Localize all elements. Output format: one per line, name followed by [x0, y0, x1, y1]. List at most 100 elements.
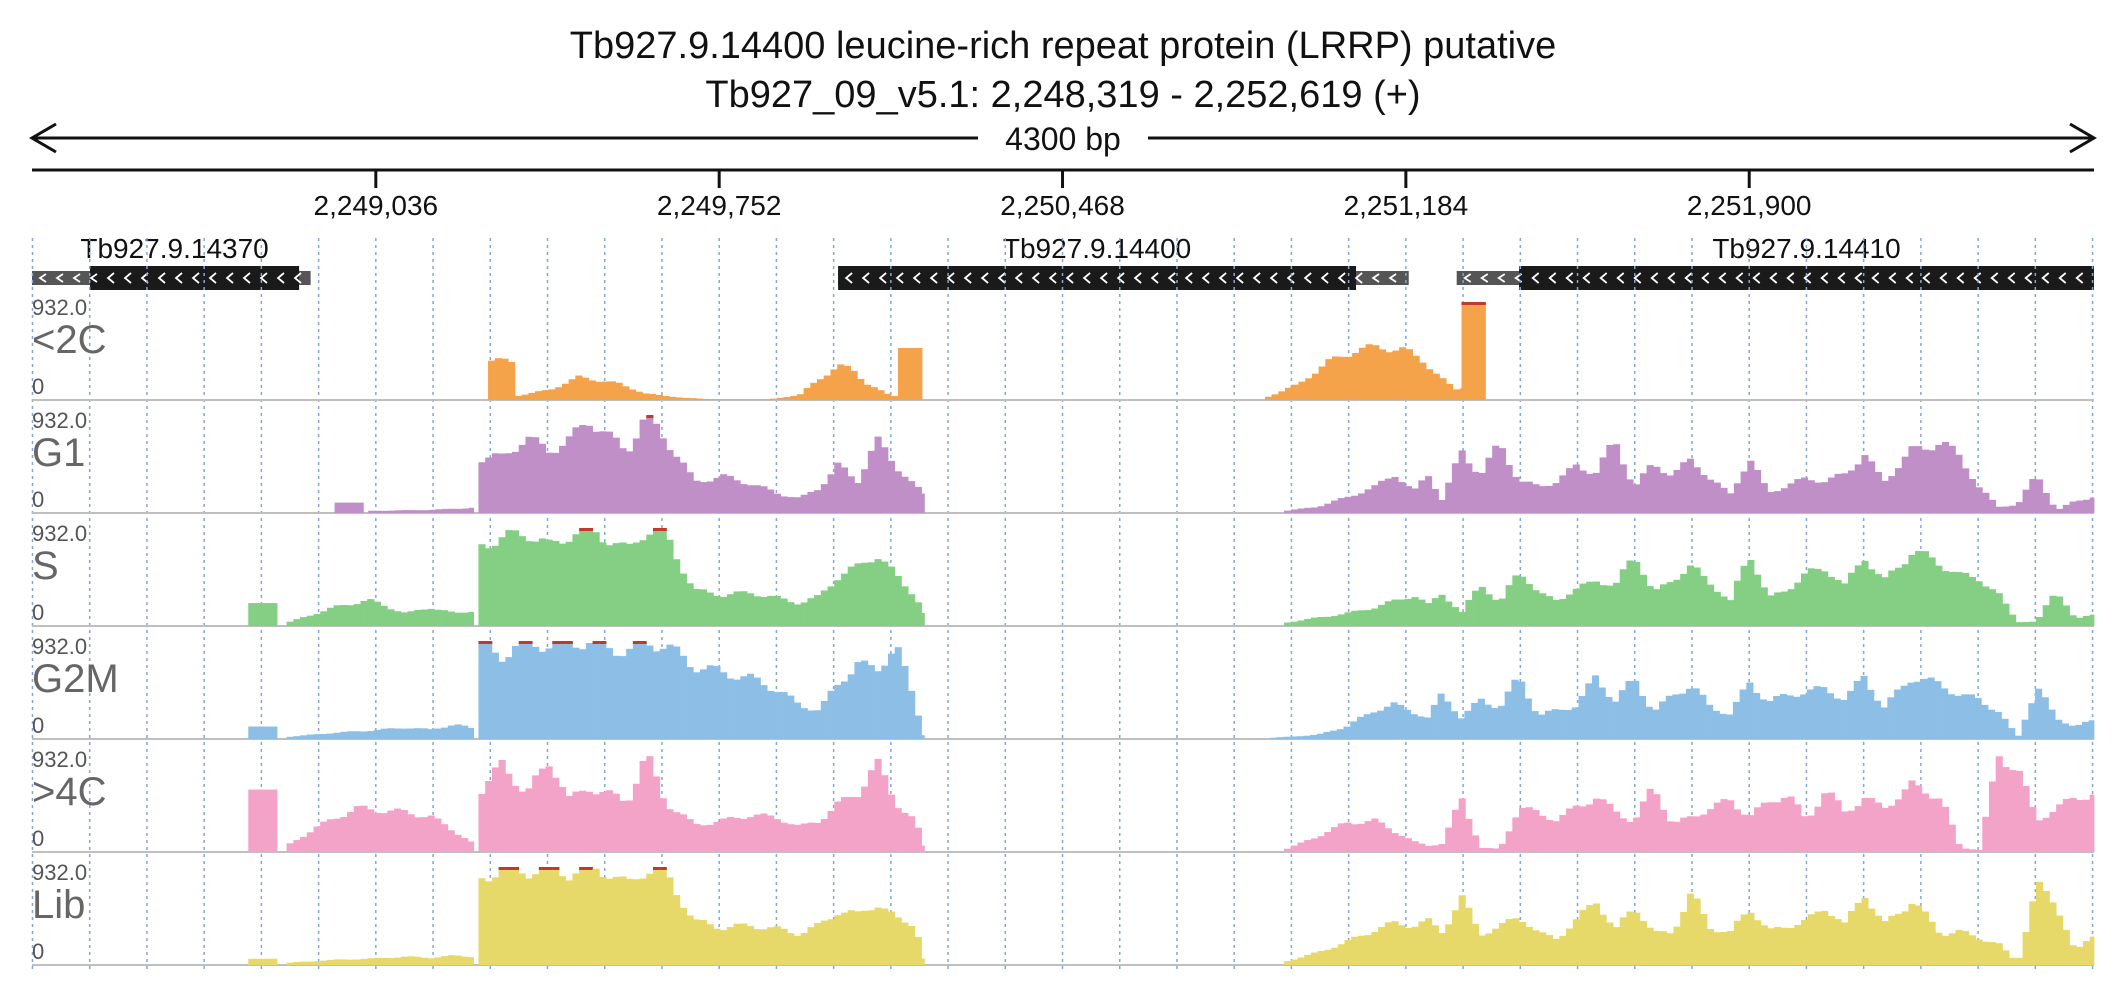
- coverage-bar: [652, 423, 661, 513]
- coverage-bar: [1370, 712, 1378, 739]
- coverage-segment: [286, 724, 475, 739]
- coverage-bar: [1921, 449, 1929, 513]
- coverage-bar: [1390, 702, 1398, 739]
- coverage-bar: [552, 452, 560, 513]
- coverage-bar: [615, 382, 623, 400]
- coverage-bar: [2029, 478, 2037, 513]
- coverage-bar: [1391, 599, 1399, 626]
- coverage-bar: [1344, 496, 1352, 513]
- coverage-bar: [659, 868, 667, 965]
- coverage-bar: [572, 534, 580, 626]
- coverage-bar: [552, 540, 560, 626]
- coverage-bar: [716, 399, 724, 400]
- coverage-bar: [1492, 445, 1500, 513]
- coverage-bar: [1975, 487, 1983, 513]
- strand-chevron: [1320, 272, 1329, 284]
- coverage-bar: [1954, 695, 1962, 739]
- strand-chevron: [1701, 272, 1710, 284]
- coverage-bar: [532, 541, 540, 626]
- coverage-bar: [1713, 591, 1721, 626]
- coverage-bar: [2041, 697, 2049, 739]
- strand-chevron: [861, 272, 870, 284]
- coverage-bar: [897, 397, 899, 400]
- coverage-bar: [1458, 611, 1466, 626]
- strand-chevron: [1269, 272, 1278, 284]
- clip-marker: [1481, 302, 1486, 305]
- coverage-bar: [1337, 614, 1345, 626]
- coverage-bar: [1461, 303, 1469, 400]
- coverage-bar: [1680, 573, 1688, 626]
- coverage-bar: [1518, 681, 1526, 739]
- strand-chevron: [1803, 272, 1812, 284]
- coverage-bar: [268, 726, 276, 739]
- coverage-bar: [733, 923, 741, 965]
- coverage-bar: [367, 599, 375, 626]
- clip-marker: [512, 867, 520, 870]
- coverage-bar: [572, 647, 580, 739]
- coverage-bar: [320, 611, 328, 626]
- coverage-bar: [840, 681, 849, 739]
- coverage-bar: [767, 489, 775, 513]
- coverage-bar: [538, 443, 546, 513]
- coverage-bar: [686, 915, 694, 965]
- track-max-label: 932.0: [32, 860, 87, 885]
- coverage-bar: [2028, 703, 2036, 739]
- track: 932.0G1 0: [32, 408, 2095, 514]
- coverage-bar: [1450, 711, 1459, 739]
- coverage-bar: [1264, 396, 1272, 400]
- coverage-bar: [1941, 441, 1950, 513]
- span-arrow: 4300 bp: [29, 118, 2097, 158]
- track-max-label: 932.0: [32, 634, 87, 659]
- coverage-bar: [686, 667, 694, 739]
- coverage-bar: [491, 453, 499, 513]
- coverage-bar: [639, 540, 647, 626]
- coverage-bar: [401, 510, 409, 513]
- clip-marker: [485, 641, 493, 644]
- strand-chevron: [208, 272, 217, 284]
- coverage-bar: [2001, 718, 2009, 739]
- coverage-bar: [834, 915, 842, 965]
- gene-cds: [1519, 266, 2094, 290]
- coverage-bar: [679, 814, 687, 852]
- coverage-bar: [787, 497, 795, 513]
- coverage-bar: [2035, 881, 2044, 965]
- coverage-bar: [1740, 565, 1748, 626]
- coverage-bar: [1955, 843, 1963, 852]
- coverage-bar: [1774, 926, 1782, 965]
- coverage-bar: [608, 381, 616, 400]
- coverage-bar: [1350, 721, 1358, 739]
- coverage-bar: [1586, 581, 1594, 626]
- coverage-bar: [1868, 569, 1876, 626]
- coverage-bar: [552, 777, 560, 852]
- coverage-bar: [1304, 618, 1312, 626]
- coverage-bar: [367, 809, 375, 852]
- coverage-bar: [1512, 817, 1520, 852]
- strand-chevron: [946, 272, 955, 284]
- coverage-bar: [1733, 483, 1741, 513]
- track: 932.0>4C 0: [32, 747, 2095, 853]
- coverage-bar: [773, 692, 781, 739]
- coverage-bar: [300, 961, 308, 965]
- coverage-bar: [592, 532, 600, 626]
- clip-marker: [1461, 302, 1469, 305]
- coverage-bar: [807, 710, 815, 739]
- coverage-bar: [1779, 693, 1788, 739]
- coverage-bar: [894, 576, 902, 626]
- coverage-segment: [1284, 881, 2095, 965]
- coverage-bar: [1364, 610, 1372, 626]
- coverage-bar: [1404, 486, 1413, 513]
- coverage-bar: [908, 594, 916, 626]
- coverage-bar: [693, 824, 701, 852]
- coverage-bar: [666, 539, 674, 626]
- coverage-bar: [1720, 487, 1728, 513]
- coverage-bar: [1451, 607, 1460, 626]
- coverage-bar: [1988, 589, 1997, 626]
- coverage-bar: [1935, 798, 1943, 852]
- coverage-bar: [595, 381, 603, 400]
- coverage-bar: [1968, 478, 1976, 513]
- coverage-bar: [1753, 693, 1761, 739]
- coverage-bar: [760, 813, 768, 852]
- coverage-bar: [1599, 799, 1607, 852]
- coverage-bar: [800, 494, 808, 513]
- strand-chevron: [1599, 272, 1608, 284]
